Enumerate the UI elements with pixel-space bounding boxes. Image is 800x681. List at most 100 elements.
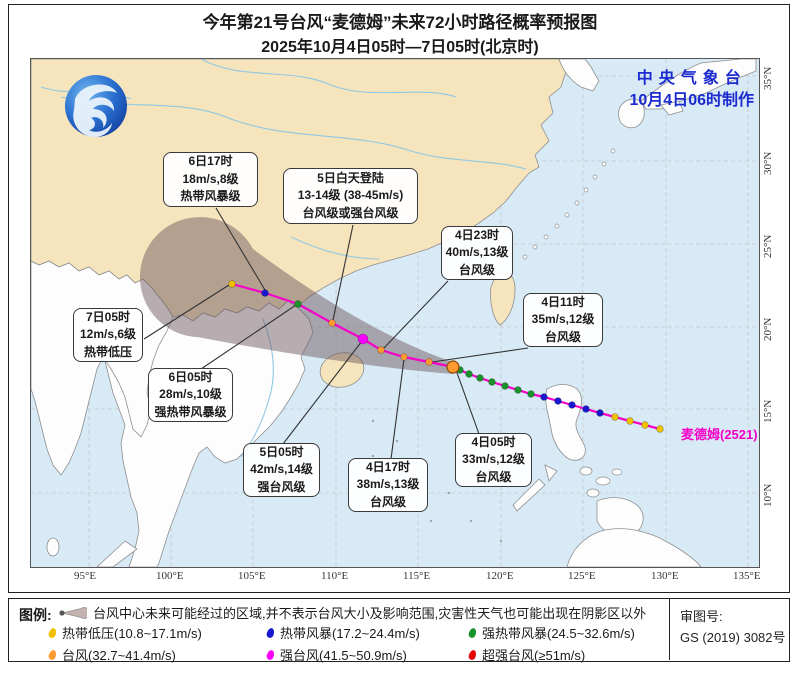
callout-line: 台风级或强台风级 bbox=[302, 205, 399, 220]
forecast-callout: 5日白天登陆 13-14级 (38-45m/s) 台风级或强台风级 bbox=[283, 168, 418, 224]
rivers bbox=[40, 59, 527, 458]
agency-watermark: 中央气象台 10月4日06时制作 bbox=[630, 68, 755, 111]
callout-line: 5日白天登陆 bbox=[317, 170, 384, 185]
approval-label: 审图号: bbox=[680, 609, 723, 624]
callout-line: 12m/s,6级 bbox=[79, 327, 137, 342]
storm-name-label: 麦德姆(2521) bbox=[681, 427, 758, 442]
ryukyu-islands bbox=[522, 148, 616, 260]
callout-line: 4日23时 bbox=[454, 227, 500, 242]
lon-label: 95°E bbox=[74, 570, 97, 582]
legend-item: 热带低压(10.8~17.1m/s) bbox=[47, 623, 267, 642]
callout-line: 28m/s,10级 bbox=[159, 387, 222, 402]
callout-line: 4日17时 bbox=[365, 459, 411, 474]
callout-line: 台风级 bbox=[369, 494, 406, 509]
forecast-callout: 6日17时 18m/s,8级 热带风暴级 bbox=[163, 152, 258, 207]
track-point[interactable] bbox=[527, 390, 535, 398]
legend-item: 台风(32.7~41.4m/s) bbox=[47, 645, 267, 664]
callout-leader-lines bbox=[143, 207, 529, 460]
track-point[interactable] bbox=[626, 417, 634, 425]
callout-line: 7日05时 bbox=[85, 309, 131, 324]
track-point[interactable] bbox=[514, 386, 522, 394]
track-point[interactable] bbox=[568, 401, 576, 409]
cma-logo-icon bbox=[65, 75, 127, 138]
japan-shikoku bbox=[660, 100, 684, 116]
callout-line: 热带低压 bbox=[83, 344, 132, 359]
intensity-dot-icon bbox=[47, 626, 58, 639]
legend-item: 强热带风暴(24.5~32.6m/s) bbox=[467, 623, 635, 642]
callout-line: 6日17时 bbox=[188, 154, 233, 169]
map-title: 今年第21号台风“麦德姆”未来72小时路径概率预报图 bbox=[202, 13, 598, 32]
track-point[interactable] bbox=[228, 280, 236, 288]
track-point[interactable] bbox=[611, 413, 619, 421]
callout-line: 4日11时 bbox=[541, 294, 585, 309]
track-point[interactable] bbox=[656, 425, 664, 433]
legend-item: 强台风(41.5~50.9m/s) bbox=[265, 645, 469, 664]
track-point[interactable] bbox=[465, 370, 473, 378]
callout-line: 台风级 bbox=[544, 329, 581, 344]
forecast-callout: 7日05时 12m/s,6级 热带低压 bbox=[73, 308, 143, 362]
track-point[interactable] bbox=[582, 405, 590, 413]
sumatra-island bbox=[96, 540, 138, 567]
legend-item-label: 超强台风(≥51m/s) bbox=[482, 648, 586, 663]
track-point[interactable] bbox=[400, 353, 408, 361]
track-point[interactable] bbox=[501, 382, 509, 390]
lon-label: 125°E bbox=[568, 570, 596, 582]
mindoro-island bbox=[544, 464, 558, 482]
legend-panel: 图例: 台风中心未来可能经过的区域,并不表示台风大小及影响范围,灾害性天气也可能… bbox=[8, 598, 790, 664]
callout-line: 强热带风暴级 bbox=[154, 404, 227, 419]
track-point[interactable] bbox=[377, 346, 385, 354]
intensity-dot-icon bbox=[265, 648, 276, 661]
callout-line: 33m/s,12级 bbox=[462, 452, 525, 467]
track-point[interactable] bbox=[488, 378, 496, 386]
forecast-callout: 4日17时 38m/s,13级 台风级 bbox=[348, 458, 428, 512]
track-point[interactable] bbox=[328, 319, 336, 327]
cone-icon bbox=[59, 606, 87, 619]
legend-items: 热带低压(10.8~17.1m/s) 热带风暴(17.2~24.4m/s) 强热带风… bbox=[47, 623, 635, 664]
japan-honshu bbox=[640, 59, 757, 110]
callout-line: 38m/s,13级 bbox=[356, 477, 420, 492]
lon-label: 115°E bbox=[403, 570, 431, 582]
callout-line: 18m/s,8级 bbox=[182, 171, 239, 186]
forecast-probability-cone bbox=[139, 217, 453, 374]
track-point[interactable] bbox=[540, 393, 548, 401]
intensity-dot-icon bbox=[467, 648, 478, 661]
legend-item: 超强台风(≥51m/s) bbox=[467, 645, 635, 664]
luzon-island bbox=[545, 384, 586, 461]
callout-line: 42m/s,14级 bbox=[250, 462, 313, 477]
track-point[interactable] bbox=[554, 397, 562, 405]
lat-label: 10°N bbox=[762, 483, 774, 507]
japan-kyushu bbox=[618, 98, 645, 129]
legend-item: 热带风暴(17.2~24.4m/s) bbox=[265, 623, 469, 642]
track-point[interactable] bbox=[294, 300, 302, 308]
korea-landmass bbox=[558, 59, 600, 92]
callout-line: 5日05时 bbox=[259, 444, 304, 459]
forecast-callout: 4日05时 33m/s,12级 台风级 bbox=[455, 433, 532, 487]
lat-label: 35°N bbox=[762, 66, 774, 90]
track-point[interactable] bbox=[425, 358, 433, 366]
map-subtitle: 2025年10月4日05时—7日05时(北京时) bbox=[261, 39, 539, 56]
legend-item-label: 台风(32.7~41.4m/s) bbox=[62, 648, 176, 663]
lat-label: 30°N bbox=[762, 151, 774, 175]
lon-label: 100°E bbox=[156, 570, 184, 582]
callout-line: 6日05时 bbox=[168, 369, 213, 384]
agency-issue-time: 10月4日06时制作 bbox=[629, 91, 755, 109]
forecast-callout: 5日05时 42m/s,14级 强台风级 bbox=[243, 443, 320, 497]
track-point[interactable] bbox=[261, 289, 269, 297]
lon-label: 135°E bbox=[733, 570, 761, 582]
current-position-marker[interactable] bbox=[446, 360, 460, 374]
intensity-dot-icon bbox=[467, 626, 478, 639]
typhoon-track bbox=[228, 280, 664, 433]
forecast-callout: 4日23时 40m/s,13级 台风级 bbox=[441, 226, 513, 280]
callout-line: 热带风暴级 bbox=[180, 189, 241, 204]
track-point[interactable] bbox=[641, 421, 649, 429]
cone-note-text: 台风中心未来可能经过的区域,并不表示台风大小及影响范围,灾害性天气也可能出现在阴… bbox=[93, 606, 647, 621]
lon-label: 120°E bbox=[486, 570, 514, 582]
borneo-island bbox=[566, 528, 702, 567]
lon-label: 130°E bbox=[651, 570, 679, 582]
track-point[interactable] bbox=[357, 333, 369, 345]
track-point[interactable] bbox=[596, 409, 604, 417]
track-point[interactable] bbox=[476, 374, 484, 382]
approval-number: GS (2019) 3082号 bbox=[680, 629, 786, 645]
callout-line: 强台风级 bbox=[257, 479, 306, 494]
palawan-island bbox=[512, 478, 546, 512]
